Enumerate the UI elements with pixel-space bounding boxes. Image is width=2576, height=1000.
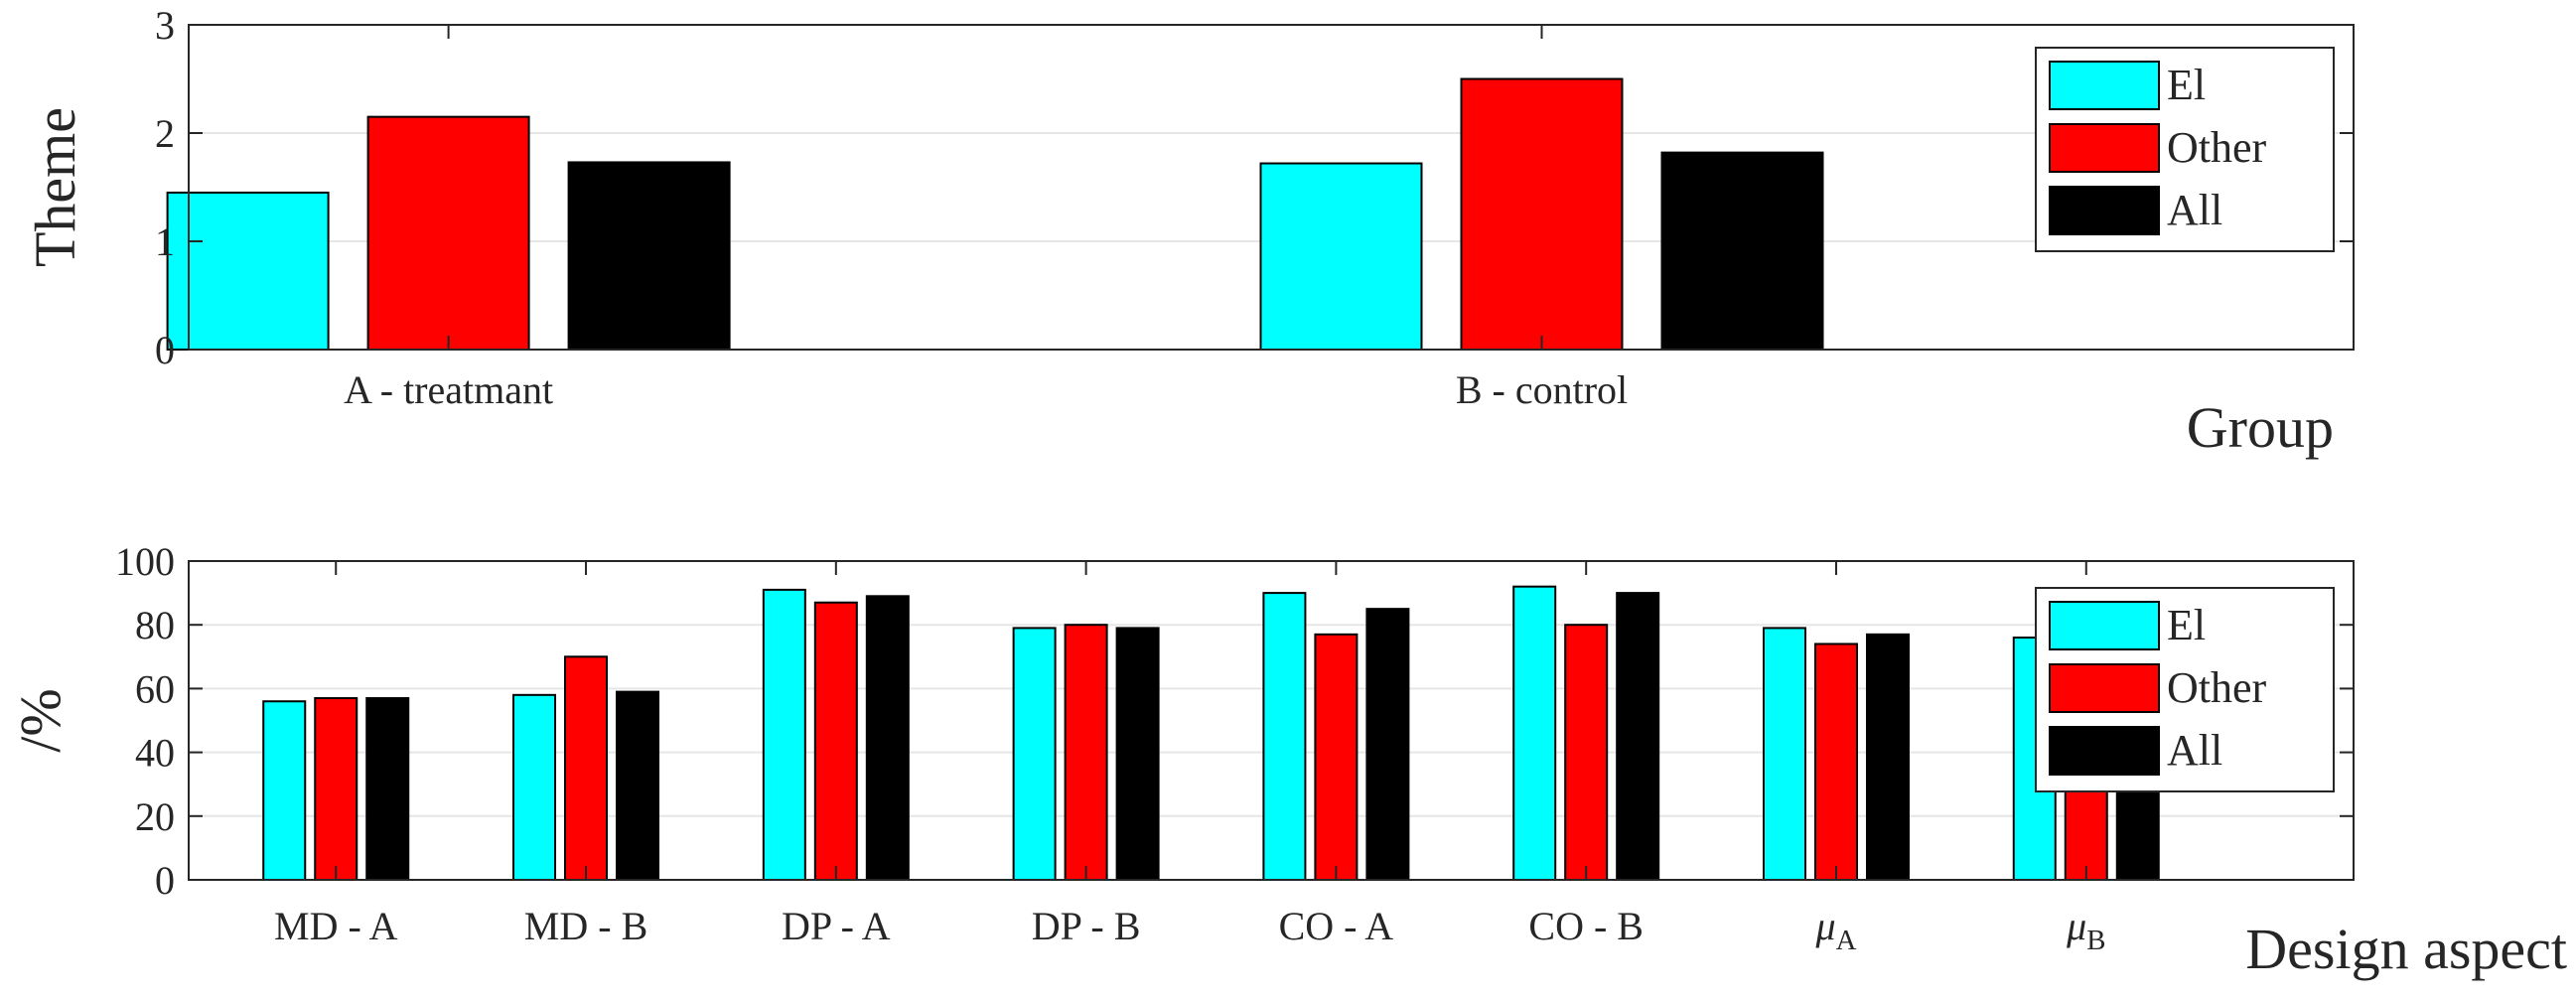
y-axis-label: /%	[8, 688, 72, 752]
x-tick-label-mu-b: μB	[2066, 904, 2105, 956]
bar-el-mu-a	[1762, 627, 1806, 881]
bar-other-dp-a	[813, 601, 858, 881]
x-tick-label-b-control: B - control	[1456, 367, 1628, 412]
bar-other-md-b	[564, 655, 609, 881]
bar-all-dp-b	[1115, 627, 1160, 881]
y-tick-label: 0	[155, 328, 175, 372]
legend-label-other: Other	[2167, 663, 2267, 712]
bar-other-co-a	[1314, 633, 1359, 882]
y-tick-label: 40	[135, 731, 175, 776]
legend-swatch-other	[2049, 123, 2160, 173]
bar-el-md-b	[512, 693, 557, 881]
legend-swatch-all	[2049, 186, 2160, 235]
bar-all-b-control	[1660, 151, 1824, 351]
legend: El Other All	[2035, 47, 2335, 252]
x-tick-label-md-a: MD - A	[274, 904, 398, 948]
y-tick-label: 0	[155, 858, 175, 903]
bar-el-dp-a	[762, 588, 806, 881]
bar-other-a-treatmant	[366, 115, 530, 352]
bar-other-b-control	[1460, 77, 1624, 351]
theme-chart: A - treatmant B - control 0 1 2 3 Theme Group El…	[23, 3, 2355, 460]
axes-box	[188, 560, 2355, 881]
x-tick-label-a-treatmant: A - treatmant	[344, 367, 553, 412]
y-tick-label: 20	[135, 794, 175, 839]
bar-el-dp-b	[1012, 627, 1057, 881]
bar-el-md-a	[262, 700, 307, 881]
legend: El Other All	[2035, 587, 2335, 792]
legend-label-all: All	[2167, 726, 2222, 775]
legend-label-el: El	[2167, 601, 2206, 649]
bar-el-b-control	[1259, 162, 1423, 351]
y-tick-label: 1	[155, 219, 175, 264]
bar-el-co-b	[1512, 585, 1557, 881]
y-axis-label: Theme	[23, 107, 87, 267]
axes-box	[188, 24, 2355, 351]
bar-all-co-b	[1616, 592, 1660, 881]
x-tick-label-co-a: CO - A	[1279, 904, 1394, 948]
bar-all-mu-a	[1865, 633, 1910, 882]
bar-el-co-a	[1262, 592, 1307, 881]
bar-other-co-b	[1564, 624, 1609, 881]
legend-swatch-all	[2049, 726, 2160, 776]
bar-other-mu-a	[1813, 643, 1858, 882]
bar-all-dp-a	[865, 595, 910, 881]
bar-all-md-a	[365, 697, 410, 882]
legend-swatch-el	[2049, 601, 2160, 650]
legend-label-all: All	[2167, 186, 2222, 234]
bar-el-a-treatmant	[166, 191, 330, 351]
x-tick-label-dp-b: DP - B	[1032, 904, 1141, 948]
y-tick-label: 60	[135, 666, 175, 711]
y-tick-label: 100	[115, 539, 175, 584]
legend-label-el: El	[2167, 61, 2206, 109]
legend-swatch-el	[2049, 61, 2160, 110]
x-tick-label-mu-a: μA	[1815, 904, 1857, 956]
bar-other-md-a	[314, 697, 358, 882]
bar-other-dp-b	[1064, 624, 1108, 881]
x-axis-label: Group	[2187, 395, 2334, 460]
x-axis-label: Design aspect	[2245, 917, 2567, 981]
y-tick-label: 3	[155, 3, 175, 48]
legend-label-other: Other	[2167, 123, 2267, 172]
x-tick-label-dp-a: DP - A	[782, 904, 891, 948]
legend-swatch-other	[2049, 663, 2160, 713]
x-tick-label-md-b: MD - B	[524, 904, 647, 948]
bar-all-co-a	[1365, 608, 1410, 882]
percent-chart: MD - A MD - B DP - A DP - B CO - A CO - B μA μB…	[8, 539, 2567, 981]
y-tick-label: 2	[155, 111, 175, 156]
x-tick-label-co-b: CO - B	[1528, 904, 1644, 948]
bar-all-md-b	[616, 690, 660, 881]
bar-all-a-treatmant	[567, 161, 731, 351]
y-tick-label: 80	[135, 603, 175, 647]
